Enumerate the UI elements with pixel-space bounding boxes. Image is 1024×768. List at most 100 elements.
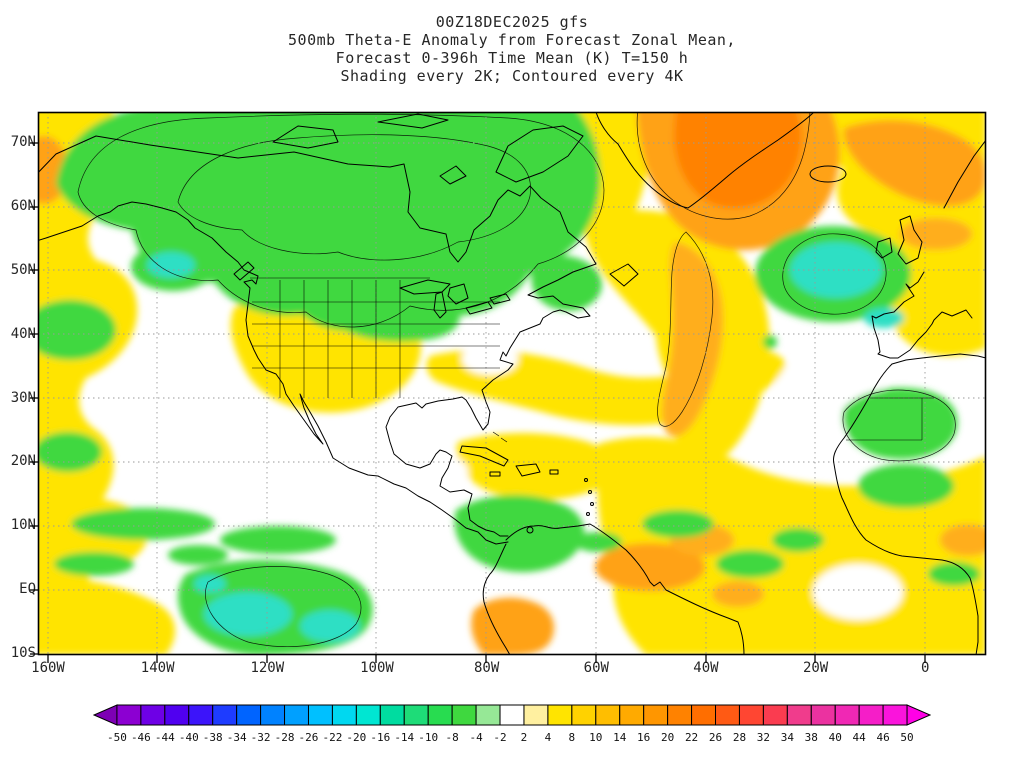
colorbar-segment [834, 704, 860, 726]
colorbar-tick-label: -34 [227, 731, 247, 744]
colorbar-segment [116, 704, 142, 726]
lon-label: 20W [802, 660, 829, 676]
lat-label: 30N [10, 389, 36, 406]
colorbar-tick-label: -44 [155, 731, 175, 744]
colorbar-tick-label: 44 [853, 731, 867, 744]
colorbar-tick-label: -8 [446, 731, 459, 744]
lon-label: 120W [250, 660, 285, 676]
lon-label: 80W [473, 660, 500, 676]
colorbar-segment [858, 704, 884, 726]
colorbar-tick-label: 16 [637, 731, 650, 744]
colorbar-tick-label: 4 [545, 731, 552, 744]
colorbar-tick-label: 10 [589, 731, 602, 744]
colorbar-tick-label: 2 [521, 731, 528, 744]
colorbar-segment [715, 704, 740, 726]
colorbar-tick-label: 46 [876, 731, 889, 744]
colorbar-segment [451, 704, 477, 726]
colorbar-segment [882, 704, 908, 726]
lat-label: 50N [10, 261, 36, 278]
colorbar-segment [523, 704, 549, 726]
title-line-4: Shading every 2K; Contoured every 4K [340, 67, 684, 85]
colorbar-tick-label: 20 [661, 731, 674, 744]
lon-label: 0 [921, 660, 930, 676]
colorbar-segment [475, 704, 501, 726]
coastlines [38, 112, 986, 655]
colorbar-tick-label: 22 [685, 731, 698, 744]
colorbar-segment [212, 704, 238, 726]
grid-lines [38, 112, 986, 655]
colorbar-tick-label: -46 [131, 731, 151, 744]
colorbar-arrow-left [92, 704, 118, 726]
colorbar-segment [427, 704, 453, 726]
colorbar-tick-label: -16 [370, 731, 390, 744]
title-line-3: Forecast 0-396h Time Mean (K) T=150 h [335, 49, 689, 67]
colorbar-segment [284, 704, 309, 726]
colorbar-tick-label: -22 [322, 731, 342, 744]
lat-label: 70N [10, 134, 36, 150]
colorbar-segment [355, 704, 381, 726]
title-line-1: 00Z18DEC2025 gfs [435, 13, 589, 31]
lon-label: 40W [693, 660, 719, 676]
colorbar-segment [762, 704, 788, 726]
colorbar-tick-label: -2 [493, 731, 506, 744]
lat-label: 10N [10, 517, 36, 534]
colorbar-tick-label: -4 [469, 731, 483, 744]
colorbar-tick-label: -14 [394, 731, 414, 744]
colorbar-tick-label: 40 [829, 731, 842, 744]
map-frame [30, 111, 987, 663]
colorbar-segment [619, 704, 645, 726]
colorbar-segment [164, 704, 190, 726]
colorbar-segment [260, 704, 286, 726]
colorbar-segment [307, 704, 333, 726]
colorbar-segment [667, 704, 693, 726]
colorbar-tick-label: 38 [805, 731, 818, 744]
colorbar-tick-label: -10 [418, 731, 438, 744]
colorbar-tick-label: 32 [757, 731, 770, 744]
title-line-2: 500mb Theta-E Anomaly from Forecast Zona… [288, 31, 736, 49]
lat-label: 60N [10, 197, 36, 214]
colorbar-tick-label: -28 [275, 731, 295, 744]
colorbar-segment [738, 704, 764, 726]
colorbar-tick-label: -40 [179, 731, 199, 744]
colorbar-tick-label: -50 [107, 731, 127, 744]
colorbar-svg: -50 -46 -44 -40 -38 -34 -32 -28 -26 -22 -20 -16 -14-… [92, 704, 932, 744]
colorbar-segment [786, 704, 812, 726]
colorbar-tick-label: 8 [569, 731, 576, 744]
shading-layer [38, 112, 986, 655]
colorbar-tick-label: 50 [900, 731, 913, 744]
colorbar-segment [571, 704, 597, 726]
contour-lines [77, 112, 956, 647]
colorbar-segment [379, 704, 405, 726]
colorbar-tick-label: 26 [709, 731, 722, 744]
colorbar-segment [331, 704, 357, 726]
colorbar-segment [236, 704, 262, 726]
lon-label: 160W [31, 660, 65, 676]
lat-label: 40N [10, 325, 36, 342]
colorbar-tick-label: 14 [613, 731, 627, 744]
colorbar-segment [140, 704, 166, 726]
lat-label: EQ [19, 581, 36, 598]
colorbar-segment [499, 704, 525, 726]
axis-ticks [30, 142, 926, 663]
colorbar-tick-label: -26 [299, 731, 319, 744]
anomaly-map [30, 111, 987, 663]
colorbar-segment [403, 704, 429, 726]
colorbar-tick-label: 34 [781, 731, 795, 744]
lon-label: 140W [140, 660, 175, 676]
state-borders [250, 277, 500, 398]
colorbar-arrow-right [906, 704, 932, 726]
colorbar-segment [810, 704, 836, 726]
colorbar-tick-label: -20 [346, 731, 366, 744]
colorbar-segment [595, 704, 621, 726]
colorbar-tick-label: -38 [203, 731, 223, 744]
colorbar-segment [547, 704, 573, 726]
lat-label: 10S [10, 645, 36, 661]
colorbar: -50 -46 -44 -40 -38 -34 -32 -28 -26 -22 -20 -16 -14-… [92, 704, 932, 748]
colorbar-tick-label: -32 [251, 731, 271, 744]
colorbar-segment [188, 704, 214, 726]
map-area [30, 111, 987, 663]
colorbar-tick-label: 28 [733, 731, 746, 744]
lon-label: 60W [583, 660, 609, 676]
lon-label: 100W [360, 660, 394, 676]
